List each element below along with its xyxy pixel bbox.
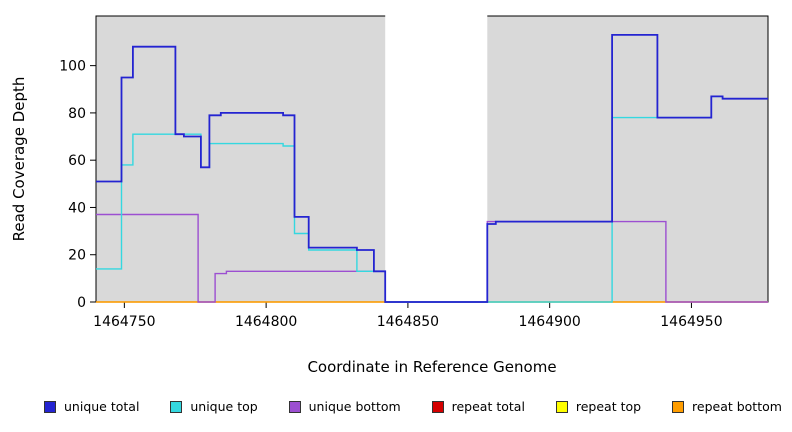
legend-swatch-icon (555, 401, 568, 414)
x-tick-label: 1464850 (377, 314, 439, 330)
legend-item-repeat-bottom: repeat bottom (672, 399, 782, 414)
legend-label: repeat top (575, 399, 642, 414)
legend-label: unique total (64, 399, 140, 414)
x-axis-title: Coordinate in Reference Genome (307, 358, 556, 376)
legend-swatch-icon (431, 401, 444, 414)
y-tick-label: 100 (59, 59, 86, 75)
legend-item-unique-bottom: unique bottom (288, 399, 401, 414)
legend-swatch-icon (288, 401, 301, 414)
no-data-gap-band (385, 8, 488, 302)
y-tick-label: 0 (77, 295, 86, 311)
legend-label: repeat total (451, 399, 525, 414)
legend-swatch-icon (44, 401, 56, 414)
y-tick-label: 20 (68, 248, 86, 264)
y-tick-label: 60 (68, 153, 86, 169)
legend-item-repeat-total: repeat total (431, 399, 525, 414)
x-tick-label: 1464900 (518, 314, 580, 330)
legend-label: unique bottom (308, 399, 401, 414)
legend: unique total unique top unique bottom repea… (44, 399, 782, 414)
legend-label: unique top (190, 399, 258, 414)
legend-item-repeat-top: repeat top (555, 399, 642, 414)
y-axis-title: Read Coverage Depth (10, 77, 28, 242)
legend-label: repeat bottom (692, 399, 782, 414)
legend-swatch-icon (170, 401, 183, 414)
y-tick-label: 40 (68, 200, 86, 216)
y-tick-label: 80 (68, 106, 86, 122)
x-tick-label: 1464800 (235, 314, 297, 330)
x-tick-label: 1464950 (660, 314, 722, 330)
series-unique-bottom (96, 213, 768, 303)
x-tick-label: 1464750 (93, 314, 155, 330)
legend-item-unique-top: unique top (170, 399, 258, 414)
series-unique-total (96, 34, 768, 303)
legend-swatch-icon (672, 401, 685, 414)
legend-item-unique-total: unique total (44, 399, 140, 414)
